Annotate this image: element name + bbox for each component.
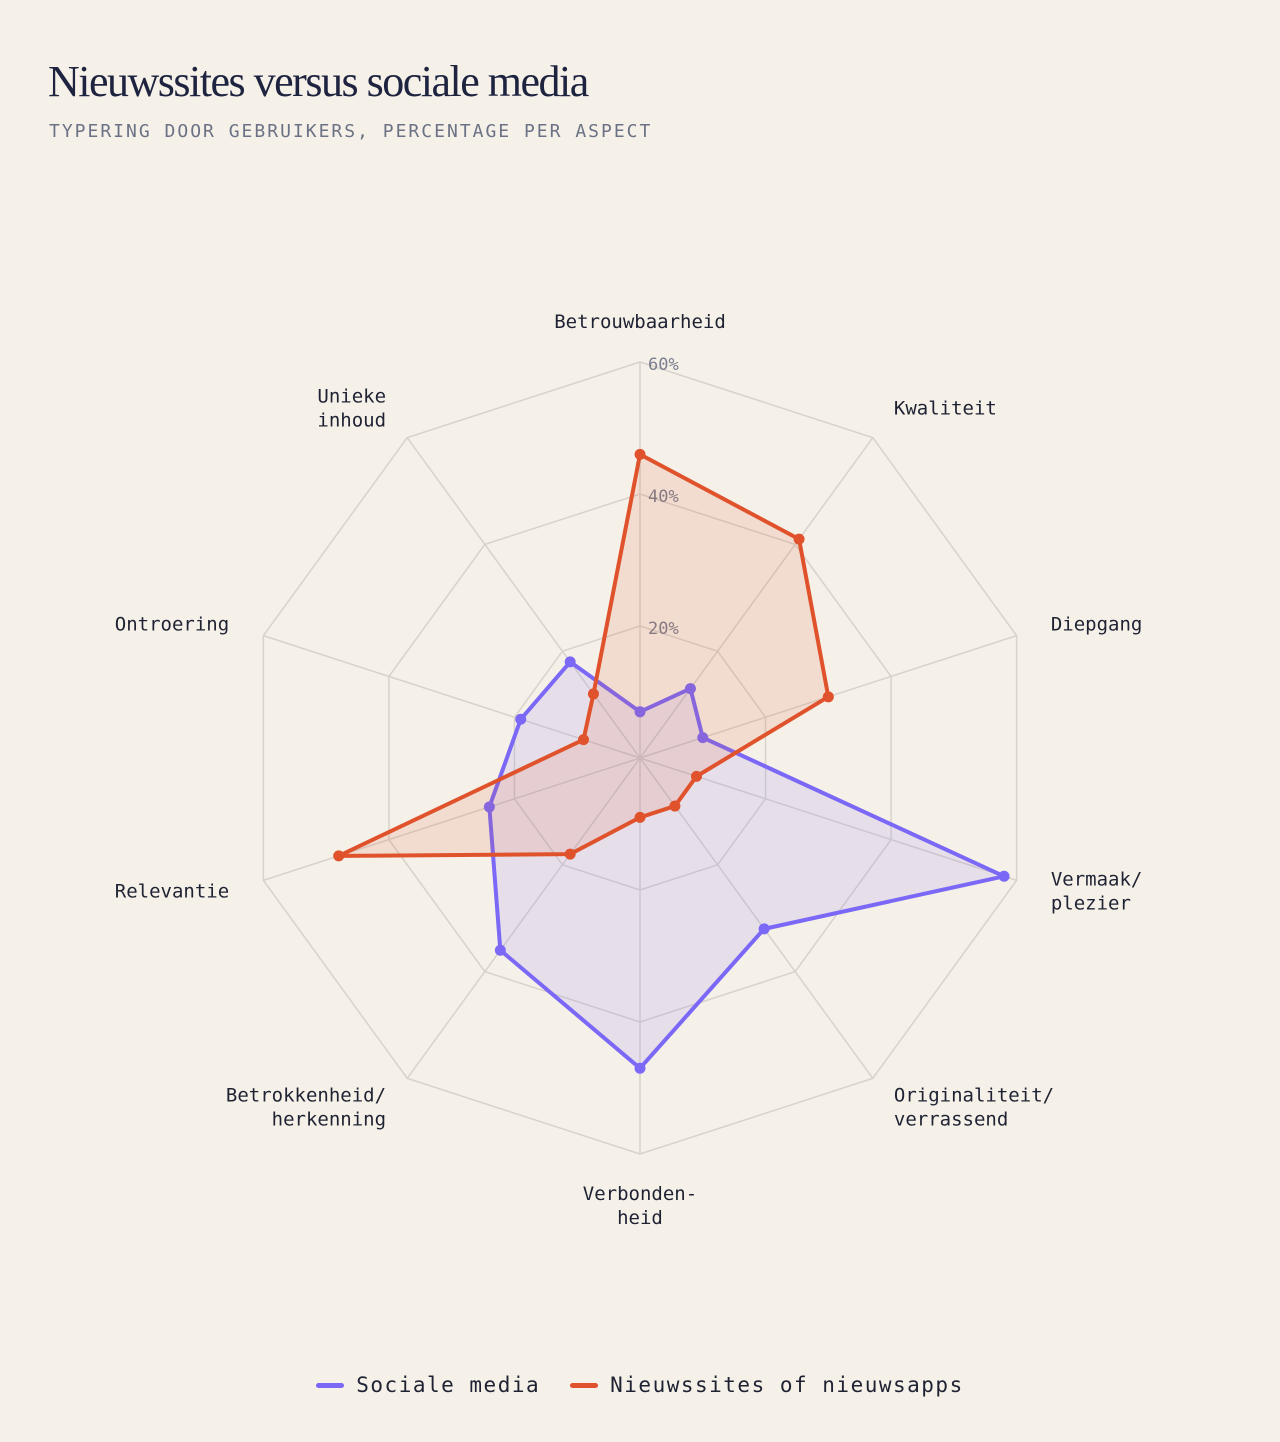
chart-subtitle: TYPERING DOOR GEBRUIKERS, PERCENTAGE PER…: [49, 121, 653, 142]
axis-label: Relevantie: [115, 880, 229, 902]
series-point-1: [634, 448, 646, 460]
axis-label: Unieke inhoud: [317, 386, 386, 432]
series-point-0: [634, 1062, 646, 1074]
series-point-1: [822, 691, 834, 703]
tick-label: 40%: [648, 487, 679, 507]
axis-label: Ontroering: [115, 614, 229, 636]
series-point-0: [758, 923, 770, 935]
grid-spoke: [639, 757, 1017, 882]
series-point-0: [697, 732, 709, 744]
series-point-1: [587, 688, 599, 700]
series-point-0: [684, 683, 696, 695]
tick-label: 20%: [648, 619, 679, 639]
grid-spoke: [263, 634, 641, 759]
series-point-1: [333, 850, 345, 862]
radar-axis-labels: Betrouwbaarheid Kwaliteit Diepgang Vermaak/…: [115, 311, 1143, 1229]
series-point-0: [515, 713, 527, 725]
grid-spoke: [639, 757, 874, 1079]
legend-item-sociale-media: Sociale media: [316, 1373, 540, 1397]
axis-label: Kwaliteit: [894, 398, 997, 420]
grid-spoke: [406, 437, 641, 759]
legend-label-sociale-media: Sociale media: [356, 1373, 541, 1397]
axis-label: Originaliteit/verrassend: [894, 1084, 1054, 1130]
legend-swatch-sociale-media: [316, 1382, 345, 1388]
legend: Sociale media Nieuwssites of nieuwsapps: [0, 1373, 1280, 1397]
series-point-1: [793, 533, 805, 545]
series-point-0: [634, 706, 646, 718]
series-point-1: [578, 734, 590, 746]
series-point-0: [483, 801, 495, 813]
axis-label: Betrouwbaarheid: [554, 311, 726, 333]
grid-spoke: [263, 757, 641, 882]
legend-swatch-nieuwssites: [570, 1382, 599, 1388]
axis-label: Vermaak/plezier: [1051, 868, 1143, 914]
axis-label: Betrokkenheid/herkenning: [226, 1084, 386, 1130]
legend-item-nieuwssites: Nieuwssites of nieuwsapps: [570, 1373, 964, 1397]
series-point-1: [564, 848, 576, 860]
series-point-1: [690, 770, 702, 782]
series-point-0: [494, 944, 506, 956]
series-point-0: [998, 870, 1010, 882]
radar-series: [333, 448, 1010, 1074]
chart-title: Nieuwssites versus sociale media: [48, 57, 589, 106]
legend-label-nieuwssites: Nieuwssites of nieuwsapps: [610, 1373, 964, 1397]
grid-spoke: [639, 437, 874, 759]
grid-spoke: [406, 757, 641, 1079]
series-point-0: [564, 656, 576, 668]
axis-label: Diepgang: [1051, 614, 1143, 636]
series-point-1: [669, 800, 681, 812]
series-point-1: [634, 811, 646, 823]
axis-label: Verbonden-heid: [583, 1183, 697, 1229]
tick-label: 60%: [648, 355, 679, 375]
